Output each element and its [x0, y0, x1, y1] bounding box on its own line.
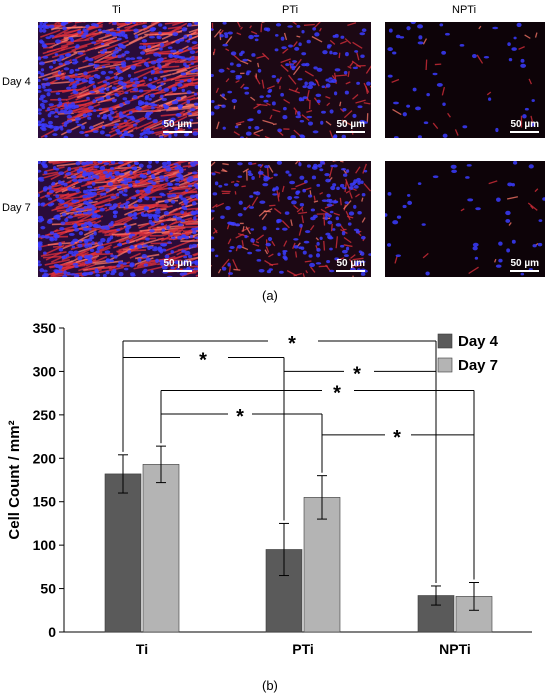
scale-bar-label: 50 µm — [510, 119, 539, 130]
y-tick-label: 100 — [33, 537, 57, 553]
y-tick-label: 300 — [33, 363, 57, 379]
bar-pti-day7 — [303, 497, 341, 633]
scale-bar: 50 µm — [510, 119, 539, 133]
significance-star: * — [199, 350, 207, 372]
significance-star: * — [236, 406, 244, 428]
scale-bar-line — [510, 131, 539, 133]
x-tick-label: PTi — [292, 641, 314, 657]
scale-bar-line — [336, 131, 365, 133]
y-axis-label: Cell Count / mm² — [6, 420, 23, 539]
significance-star: * — [333, 383, 341, 405]
significance-star: * — [393, 427, 401, 449]
significance-star: * — [288, 333, 296, 355]
row-label-day7: Day 7 — [2, 202, 31, 214]
scale-bar: 50 µm — [510, 258, 539, 272]
bar-ti-day4 — [104, 473, 142, 633]
scale-bar-label: 50 µm — [510, 258, 539, 269]
scale-bar: 50 µm — [163, 258, 192, 272]
y-tick-label: 350 — [33, 320, 57, 336]
scale-bar-line — [336, 270, 365, 272]
column-label-pti: PTi — [282, 4, 299, 16]
scale-bar: 50 µm — [336, 258, 365, 272]
bar-ti-day7 — [142, 464, 180, 633]
micrograph-pti-day4: 50 µm — [211, 22, 371, 138]
legend-swatch — [437, 333, 453, 349]
scale-bar: 50 µm — [163, 119, 192, 133]
panel-label-a: (a) — [262, 288, 278, 303]
y-tick-label: 50 — [40, 581, 56, 597]
y-tick-label: 0 — [48, 624, 56, 640]
y-tick-label: 250 — [33, 407, 57, 423]
micrograph-ti-day4: 50 µm — [38, 22, 198, 138]
scale-bar-line — [163, 270, 192, 272]
row-label-day4: Day 4 — [2, 76, 31, 88]
x-tick-label: NPTi — [439, 641, 471, 657]
scale-bar: 50 µm — [336, 119, 365, 133]
micrograph-ti-day7: 50 µm — [38, 161, 198, 277]
scale-bar-line — [510, 270, 539, 272]
column-label-ti: Ti — [112, 4, 121, 16]
legend-swatch — [437, 357, 453, 373]
y-tick-label: 150 — [33, 494, 57, 510]
significance-star: * — [353, 363, 361, 385]
scale-bar-label: 50 µm — [336, 119, 365, 130]
scale-bar-label: 50 µm — [163, 119, 192, 130]
micrograph-npti-day7: 50 µm — [385, 161, 545, 277]
legend-label: Day 4 — [458, 333, 499, 350]
micrograph-npti-day4: 50 µm — [385, 22, 545, 138]
scale-bar-label: 50 µm — [163, 258, 192, 269]
x-tick-label: Ti — [136, 641, 148, 657]
legend-label: Day 7 — [458, 357, 498, 374]
scale-bar-label: 50 µm — [336, 258, 365, 269]
cell-count-bar-chart: 0 50 100 150 200 250 300 350 Cell Count / mm² Ti P… — [6, 320, 532, 657]
column-label-npti: NPTi — [452, 4, 477, 16]
scale-bar-line — [163, 131, 192, 133]
panel-label-b: (b) — [262, 678, 278, 693]
y-tick-label: 200 — [33, 450, 57, 466]
micrograph-pti-day7: 50 µm — [211, 161, 371, 277]
